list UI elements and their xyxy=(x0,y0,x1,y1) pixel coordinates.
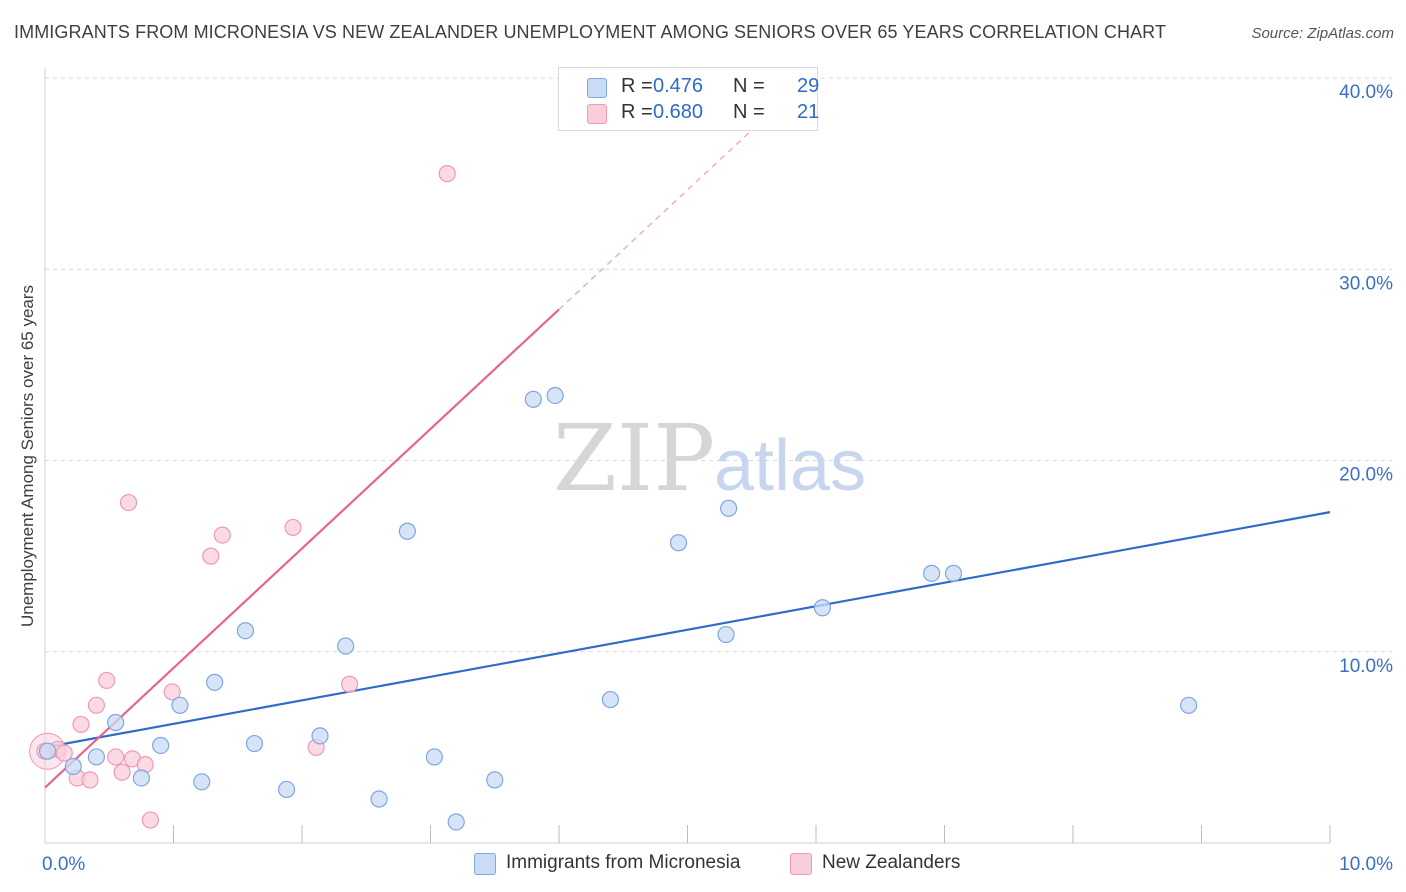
point-micronesia xyxy=(1180,696,1198,714)
point-new-zealanders xyxy=(284,518,302,537)
point-micronesia xyxy=(245,734,264,753)
legend-r-value: 0.680 xyxy=(653,101,704,123)
grid-lines xyxy=(45,77,1392,653)
legend-n-value: 29 xyxy=(797,75,820,97)
y-tick-label: 30.0% xyxy=(1339,273,1393,294)
point-micronesia xyxy=(601,690,620,709)
point-micronesia xyxy=(447,813,465,831)
chart-title: IMMIGRANTS FROM MICRONESIA VS NEW ZEALAN… xyxy=(14,22,1167,42)
point-micronesia xyxy=(132,769,150,787)
bottom-legend-new-zealanders: New Zealanders xyxy=(790,852,1010,878)
axes xyxy=(44,68,1331,844)
point-micronesia xyxy=(398,522,416,540)
stats-legend: R = 0.476 N = 29 R = 0.680 N = 21 xyxy=(558,67,820,131)
trend-line-new-zealanders-extension xyxy=(558,117,766,310)
watermark-zip: ZIP xyxy=(553,405,715,512)
point-new-zealanders xyxy=(81,771,99,789)
point-new-zealanders xyxy=(340,675,359,693)
point-micronesia xyxy=(206,673,224,691)
point-micronesia xyxy=(337,637,355,655)
point-micronesia xyxy=(669,534,688,552)
legend-n-label: N = xyxy=(733,101,765,123)
point-new-zealanders xyxy=(113,763,131,781)
trend-line-micronesia xyxy=(44,511,1331,749)
y-tick-label: 10.0% xyxy=(1339,656,1393,677)
point-micronesia xyxy=(425,748,443,766)
point-new-zealanders xyxy=(119,493,138,512)
data-points xyxy=(29,165,1198,831)
point-micronesia xyxy=(152,736,170,755)
point-micronesia xyxy=(171,696,189,714)
point-new-zealanders xyxy=(141,811,159,829)
legend-r-label: R = xyxy=(621,75,653,97)
point-new-zealanders xyxy=(72,715,90,734)
legend-swatch-pink xyxy=(587,104,607,124)
point-new-zealanders xyxy=(98,671,116,690)
y-tick-label: 40.0% xyxy=(1339,82,1393,103)
watermark: ZIP atlas xyxy=(553,405,866,512)
point-new-zealanders xyxy=(107,748,125,766)
trend-line-new-zealanders xyxy=(44,308,560,789)
point-new-zealanders xyxy=(87,696,106,714)
point-micronesia xyxy=(107,713,125,732)
legend-n-label: N = xyxy=(733,75,765,97)
point-micronesia xyxy=(923,564,941,582)
point-micronesia xyxy=(277,780,296,799)
bottom-legend-micronesia: Immigrants from Micronesia xyxy=(474,852,774,878)
legend-swatch-blue xyxy=(587,78,607,98)
bottom-legend-swatch-pink xyxy=(790,853,812,875)
y-tick-label: 20.0% xyxy=(1339,465,1393,486)
point-micronesia xyxy=(813,599,832,617)
point-micronesia xyxy=(717,625,735,644)
point-micronesia xyxy=(311,727,329,745)
point-new-zealanders xyxy=(438,165,456,183)
legend-r-label: R = xyxy=(621,101,653,123)
point-micronesia xyxy=(546,386,564,405)
point-new-zealanders xyxy=(213,526,231,544)
x-tick-label: 0.0% xyxy=(42,854,85,875)
point-micronesia xyxy=(486,771,504,789)
bottom-legend-label: New Zealanders xyxy=(822,852,961,873)
point-new-zealanders xyxy=(202,547,220,565)
point-micronesia xyxy=(720,499,738,517)
bottom-legend-swatch-blue xyxy=(474,853,496,875)
point-micronesia xyxy=(193,773,211,791)
point-micronesia xyxy=(944,564,963,582)
point-micronesia xyxy=(236,622,255,640)
point-micronesia xyxy=(524,390,542,408)
point-new-zealanders xyxy=(163,683,181,701)
x-tick-label: 10.0% xyxy=(1339,854,1393,875)
y-axis-label: Unemployment Among Seniors over 65 years xyxy=(18,285,37,627)
point-micronesia xyxy=(87,748,106,766)
point-micronesia xyxy=(370,790,388,808)
point-micronesia xyxy=(64,757,82,776)
point-micronesia xyxy=(38,742,57,760)
watermark-atlas: atlas xyxy=(714,426,866,506)
legend-r-value: 0.476 xyxy=(653,75,704,97)
legend-n-value: 21 xyxy=(797,101,820,123)
trend-lines xyxy=(44,117,1331,789)
tick-labels: 10.0% 20.0% 30.0% 40.0% 0.0% 10.0% xyxy=(42,82,1393,875)
source-label: Source: ZipAtlas.com xyxy=(1251,25,1394,42)
point-new-zealanders xyxy=(55,744,73,762)
bottom-legend-label: Immigrants from Micronesia xyxy=(506,852,741,873)
